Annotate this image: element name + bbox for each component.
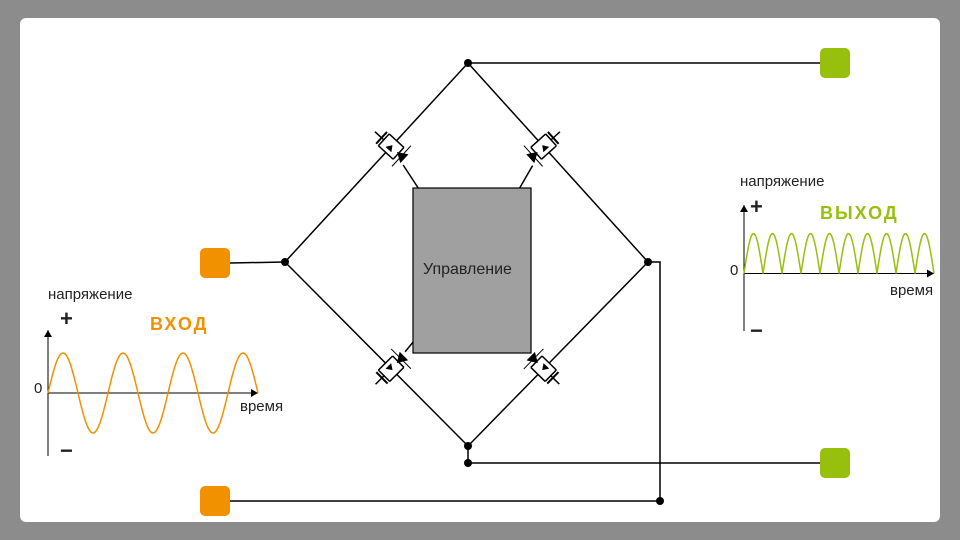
input-time-label: время	[240, 398, 283, 415]
orange-terminal-bottom	[200, 486, 230, 516]
output-waveform	[744, 234, 934, 274]
mosfet-top-left	[363, 118, 417, 172]
mosfet-bottom-left	[363, 343, 417, 397]
input-title: ВХОД	[150, 314, 208, 335]
input-zero: 0	[34, 380, 42, 397]
output-minus: −	[750, 318, 763, 344]
green-terminal-top	[820, 48, 850, 78]
control-label: Управление	[423, 261, 512, 279]
input-plus: +	[60, 306, 73, 332]
input-minus: −	[60, 438, 73, 464]
orange-terminal-top	[200, 248, 230, 278]
output-zero: 0	[730, 262, 738, 279]
output-title: ВЫХОД	[820, 203, 899, 224]
output-voltage-label: напряжение	[740, 173, 824, 190]
input-voltage-label: напряжение	[48, 286, 132, 303]
output-time-label: время	[890, 282, 933, 299]
diagram-panel: напряжение + ВХОД 0 время − напряжение +…	[20, 18, 940, 522]
output-plus: +	[750, 194, 763, 220]
green-terminal-bottom	[820, 448, 850, 478]
